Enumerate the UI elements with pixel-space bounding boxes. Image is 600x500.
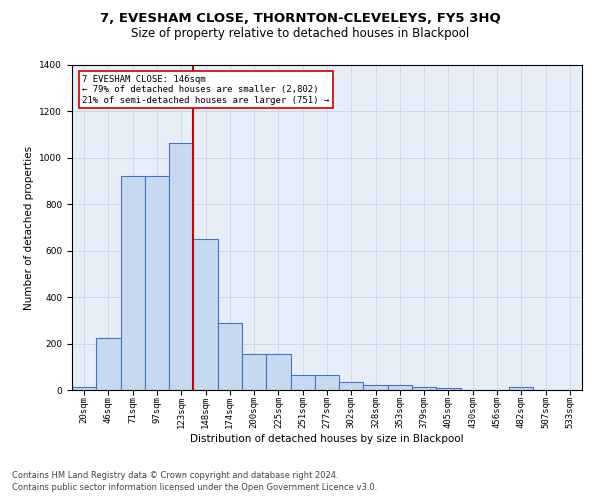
Bar	[364, 386, 388, 390]
Bar	[193, 239, 218, 390]
Text: 7 EVESHAM CLOSE: 146sqm
← 79% of detached houses are smaller (2,802)
21% of semi: 7 EVESHAM CLOSE: 146sqm ← 79% of detache…	[82, 74, 329, 104]
Bar	[145, 176, 169, 390]
Bar	[339, 382, 364, 390]
Bar	[121, 176, 145, 390]
Bar	[509, 386, 533, 390]
Bar	[96, 338, 121, 390]
X-axis label: Distribution of detached houses by size in Blackpool: Distribution of detached houses by size …	[190, 434, 464, 444]
Bar	[388, 386, 412, 390]
Text: Contains public sector information licensed under the Open Government Licence v3: Contains public sector information licen…	[12, 484, 377, 492]
Text: Size of property relative to detached houses in Blackpool: Size of property relative to detached ho…	[131, 28, 469, 40]
Bar	[436, 388, 461, 390]
Bar	[72, 386, 96, 390]
Bar	[242, 354, 266, 390]
Bar	[412, 386, 436, 390]
Text: 7, EVESHAM CLOSE, THORNTON-CLEVELEYS, FY5 3HQ: 7, EVESHAM CLOSE, THORNTON-CLEVELEYS, FY…	[100, 12, 500, 26]
Bar	[266, 354, 290, 390]
Y-axis label: Number of detached properties: Number of detached properties	[24, 146, 34, 310]
Bar	[315, 375, 339, 390]
Text: Contains HM Land Registry data © Crown copyright and database right 2024.: Contains HM Land Registry data © Crown c…	[12, 471, 338, 480]
Bar	[169, 143, 193, 390]
Bar	[218, 322, 242, 390]
Bar	[290, 375, 315, 390]
